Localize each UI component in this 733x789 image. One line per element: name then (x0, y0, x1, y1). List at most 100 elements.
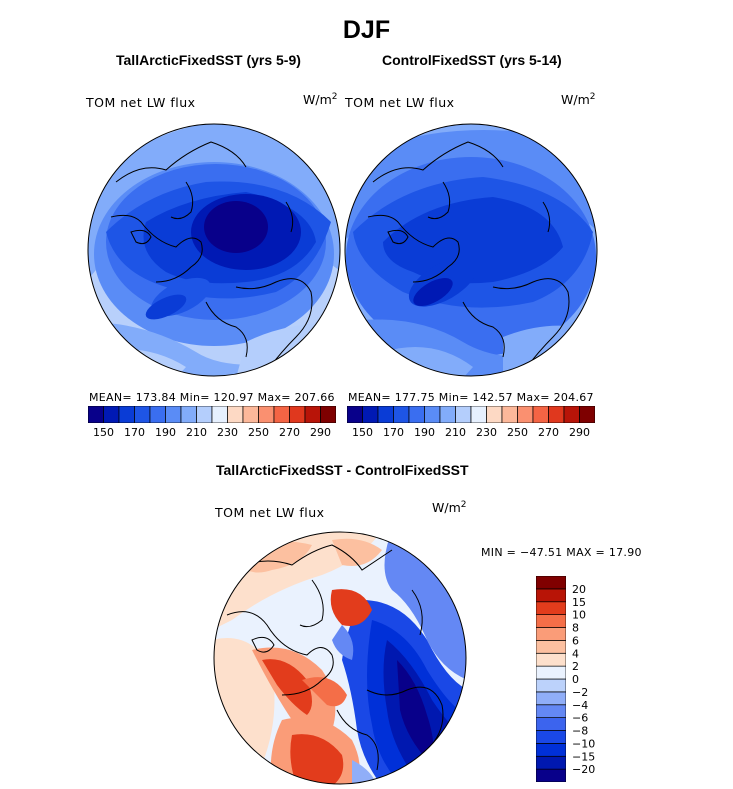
panel1-colorbar-tick-label: 150 (93, 426, 114, 439)
panel2-title: ControlFixedSST (yrs 5-14) (382, 52, 562, 68)
panel3-colorbar-swatch (536, 665, 566, 680)
panel1-colorbar-tick-label: 210 (186, 426, 207, 439)
panel1-colorbar-tick-label: 270 (279, 426, 300, 439)
panel3-unit-label: W/m2 (432, 500, 467, 516)
panel1-colorbar-swatch (258, 406, 275, 423)
panel1-colorbar-swatch (103, 406, 120, 423)
panel2-colorbar-swatch (424, 406, 441, 423)
panel2-colorbar-tick-label: 210 (445, 426, 466, 439)
panel3-colorbar-tick-label: −8 (572, 725, 588, 738)
panel2-unit-label: W/m2 (561, 92, 596, 108)
panel3-colorbar-tick-label: 10 (572, 609, 586, 622)
panel3-colorbar-swatch (536, 588, 566, 603)
panel2-colorbar-ticks: 150 170 190 210 230 250 270 290 (352, 426, 590, 439)
panel1-variable-label: TOM net LW flux (86, 95, 196, 110)
panel1-colorbar-swatch (180, 406, 197, 423)
panel3-colorbar-swatch (536, 755, 566, 770)
panel1-colorbar-swatch (227, 406, 244, 423)
panel2-colorbar-swatch (470, 406, 487, 423)
panel3-colorbar-swatch (536, 717, 566, 731)
panel1-colorbar-swatch (273, 406, 290, 423)
panel2-colorbar-tick-label: 190 (414, 426, 435, 439)
panel2-colorbar-swatch (393, 406, 410, 423)
panel2-colorbar-swatch (486, 406, 503, 423)
panel3-colorbar-swatch (536, 640, 566, 654)
panel2-polar-map (344, 123, 598, 377)
panel3-colorbar-swatch (536, 691, 566, 706)
panel1-colorbar-swatch (196, 406, 213, 423)
panel2-colorbar-swatch (377, 406, 394, 423)
panel2-colorbar-tick-label: 270 (538, 426, 559, 439)
panel3-colorbar-swatch (536, 614, 566, 628)
panel3-colorbar-tick-label: 15 (572, 596, 586, 609)
panel3-colorbar-swatch (536, 678, 566, 693)
panel2-stats: MEAN= 177.75 Min= 142.57 Max= 204.67 (348, 391, 594, 404)
panel3-colorbar-swatch (536, 576, 566, 590)
panel3-colorbar-tick-label: 0 (572, 673, 579, 686)
panel3-colorbar-tick-label: 6 (572, 634, 579, 647)
panel1-colorbar-ticks: 150 170 190 210 230 250 270 290 (93, 426, 331, 439)
panel1-title: TallArcticFixedSST (yrs 5-9) (116, 52, 301, 68)
panel2-colorbar-swatch (501, 406, 518, 423)
panel1-colorbar-tick-label: 250 (248, 426, 269, 439)
panel3-colorbar-tick-label: −4 (572, 699, 588, 712)
panel3-colorbar-swatch (536, 601, 566, 615)
panel3-colorbar-tick-label: −2 (572, 686, 588, 699)
panel1-colorbar-swatch (289, 406, 306, 423)
panel2-colorbar-swatch (347, 406, 363, 423)
panel2-colorbar-tick-label: 250 (507, 426, 528, 439)
panel3-colorbar-swatch (536, 627, 566, 641)
panel1-colorbar-swatch (320, 406, 336, 423)
panel1-colorbar-tick-label: 190 (155, 426, 176, 439)
panel1-unit-label: W/m2 (303, 92, 338, 108)
panel2-colorbar-swatch (439, 406, 456, 423)
panel2-colorbar-tick-label: 230 (476, 426, 497, 439)
panel2-colorbar-tick-label: 170 (383, 426, 404, 439)
panel1-colorbar (88, 406, 336, 423)
panel3-colorbar (536, 576, 566, 782)
panel3-colorbar-tick-label: −10 (572, 737, 595, 750)
panel1-colorbar-swatch (149, 406, 166, 423)
panel3-variable-label: TOM net LW flux (215, 505, 325, 520)
panel3-colorbar-tick-label: 4 (572, 647, 579, 660)
panel3-colorbar-tick-label: −6 (572, 712, 588, 725)
panel1-polar-map (87, 123, 341, 377)
panel2-colorbar-tick-label: 290 (569, 426, 590, 439)
panel2-colorbar (347, 406, 595, 423)
panel3-colorbar-tick-label: 8 (572, 622, 579, 635)
panel2-colorbar-swatch (408, 406, 425, 423)
panel1-colorbar-swatch (118, 406, 135, 423)
panel1-colorbar-swatch (211, 406, 228, 423)
panel1-colorbar-swatch (88, 406, 104, 423)
panel3-stats: MIN = −47.51 MAX = 17.90 (481, 546, 642, 559)
panel3-colorbar-swatch (536, 652, 566, 667)
figure-title: DJF (342, 16, 391, 44)
panel3-colorbar-swatch (536, 704, 566, 718)
panel2-colorbar-swatch (563, 406, 580, 423)
panel2-variable-label: TOM net LW flux (345, 95, 455, 110)
panel3-polar-map (213, 531, 467, 785)
panel2-colorbar-swatch (362, 406, 379, 423)
panel1-colorbar-swatch (134, 406, 151, 423)
panel3-colorbar-swatch (536, 730, 566, 744)
panel1-colorbar-tick-label: 170 (124, 426, 145, 439)
panel1-colorbar-tick-label: 290 (310, 426, 331, 439)
panel2-colorbar-swatch (548, 406, 565, 423)
panel2-colorbar-swatch (532, 406, 549, 423)
panel2-colorbar-swatch (517, 406, 534, 423)
panel3-colorbar-tick-label: −15 (572, 750, 595, 763)
panel1-colorbar-swatch (165, 406, 182, 423)
panel3-title: TallArcticFixedSST - ControlFixedSST (216, 462, 469, 478)
panel1-colorbar-tick-label: 230 (217, 426, 238, 439)
panel2-colorbar-swatch (455, 406, 472, 423)
panel1-colorbar-swatch (304, 406, 321, 423)
panel1-colorbar-swatch (242, 406, 259, 423)
panel1-stats: MEAN= 173.84 Min= 120.97 Max= 207.66 (89, 391, 335, 404)
panel3-colorbar-swatch (536, 743, 566, 757)
panel3-colorbar-swatch (536, 768, 566, 782)
panel3-colorbar-tick-label: 20 (572, 583, 586, 596)
panel2-colorbar-swatch (579, 406, 595, 423)
panel2-colorbar-tick-label: 150 (352, 426, 373, 439)
panel3-colorbar-tick-label: −20 (572, 763, 595, 776)
